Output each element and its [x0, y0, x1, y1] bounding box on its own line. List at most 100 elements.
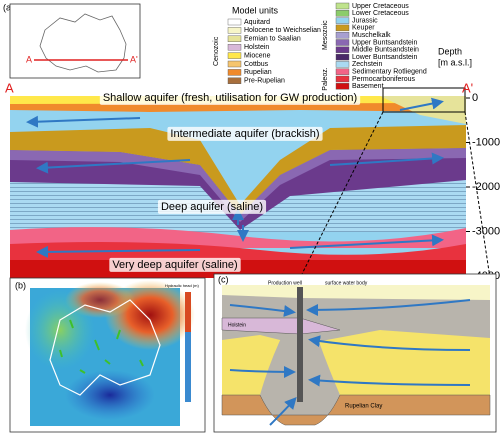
colorbar-title: Hydraulic head (m)	[165, 283, 199, 288]
aquifer-label: Deep aquifer (saline)	[161, 201, 263, 213]
zoom-box	[382, 87, 466, 113]
aquifer-label: Very deep aquifer (saline)	[112, 259, 237, 271]
layer-permocarb	[10, 242, 466, 262]
flow-arrow	[308, 374, 471, 387]
legend-label: Basement	[352, 83, 384, 90]
flow-arrow	[329, 152, 444, 166]
depth-title: Depth	[438, 46, 462, 56]
cross-section	[10, 87, 491, 279]
aquifer-label-bg	[157, 199, 267, 214]
legend-label: Permocarboniferous	[352, 76, 416, 83]
panel-label: (a)	[3, 2, 14, 12]
colorbar	[185, 292, 191, 332]
flow-arrow	[308, 335, 471, 351]
legend-label: Zechstein	[352, 61, 382, 68]
legend-label: Keuper	[352, 25, 375, 32]
legend-swatch	[335, 17, 350, 24]
heat-mid	[25, 290, 95, 370]
layer-zechstein	[10, 178, 466, 232]
legend-label: Lower Buntsandstein	[352, 54, 417, 61]
wells	[59, 319, 144, 374]
legend-swatch	[227, 27, 242, 34]
legend-title: Model units	[232, 5, 279, 15]
legend-swatch	[227, 44, 242, 51]
legend-swatch	[227, 60, 242, 68]
flow-arrow	[229, 304, 296, 317]
layer-upper-bunt	[10, 148, 466, 222]
layer-top	[222, 285, 490, 300]
well-label: Production well	[268, 280, 302, 286]
era-label: Cenozoic	[213, 36, 220, 66]
legend-label: Middle Buntsandstein	[352, 47, 419, 54]
flow-arrow	[36, 159, 191, 174]
legend-label: Aquitard	[244, 19, 270, 26]
era-label: Mesozoic	[322, 20, 329, 50]
depth-unit: [m a.s.l.]	[438, 57, 472, 67]
legend-swatch	[335, 46, 350, 53]
legend-label: Pre-Rupelian	[244, 78, 285, 85]
flow-arrow	[36, 245, 201, 258]
legend-swatch	[335, 24, 350, 32]
colorbar	[185, 292, 191, 402]
legend-label: Holstein	[244, 44, 269, 51]
depth-tick-label: 0	[472, 92, 478, 104]
layer-rupelian-clay	[221, 394, 491, 426]
flow-arrow	[26, 115, 141, 128]
well	[297, 287, 303, 402]
legend-label: Lower Cretaceous	[352, 10, 409, 17]
flow-arrow	[289, 234, 444, 249]
flow-arrow	[399, 97, 444, 111]
layer-keuper	[10, 125, 466, 215]
aquifer-labels: Shallow aquifer (fresh, utilisation for …	[99, 90, 361, 272]
legend-swatch	[335, 10, 350, 17]
layer-holstein	[221, 317, 341, 335]
legend-swatch	[335, 75, 350, 83]
legend-label: Eemian to Saalian	[244, 36, 301, 43]
map-start: A	[26, 54, 32, 64]
holstein-label: Holstein	[228, 322, 246, 328]
legend-swatch	[335, 2, 350, 10]
flow-arrow	[269, 397, 297, 426]
aquifer-label-bg	[109, 257, 241, 272]
aquifer-label: Shallow aquifer (fresh, utilisation for …	[103, 92, 357, 104]
panel-b: (b) Hydraulic head (m)	[9, 277, 206, 433]
city-outline	[49, 299, 161, 396]
depth-tick-label: -1000	[472, 136, 500, 148]
depth-tick-label: -3000	[472, 225, 500, 237]
depth-axis: 0-1000-2000-3000-4000	[466, 92, 500, 282]
aquifer-label-bg	[167, 126, 323, 141]
legend-swatch	[335, 83, 350, 90]
legend-label: Holocene to Weichselian	[244, 27, 321, 34]
surface-label: surface water body	[325, 280, 368, 286]
legend-swatch	[227, 69, 242, 76]
legend-label: Miocene	[244, 52, 271, 59]
flow-arrow	[306, 299, 471, 316]
legend-swatch	[227, 18, 242, 26]
layer-cretaceous	[380, 96, 466, 124]
map-end: A'	[130, 54, 138, 64]
legend-label: Upper Cretaceous	[352, 3, 409, 10]
layer-buntsandstein	[10, 148, 466, 230]
aquifer-label-bg	[99, 90, 361, 105]
legend-label: Upper Buntsandstein	[352, 39, 417, 46]
legend-swatch	[227, 77, 242, 85]
legend-swatch	[335, 39, 350, 46]
zoom-line	[464, 111, 491, 279]
legend-swatch	[335, 32, 350, 39]
zoom-line	[299, 111, 384, 279]
legend-swatch	[335, 53, 350, 61]
panel-label: (c)	[218, 274, 229, 284]
legend-label: Jurassic	[352, 17, 378, 24]
rupelian-label: Rupelian Clay	[345, 404, 382, 410]
map-outline	[39, 13, 127, 73]
panel-label: (b)	[15, 280, 26, 290]
era-label: Paleoz.	[322, 67, 329, 90]
flow-arrow	[229, 365, 296, 378]
section-start: A	[5, 80, 14, 95]
legend-swatch	[335, 68, 350, 75]
legend-label: Cottbus	[244, 61, 269, 68]
heat-low	[65, 370, 155, 420]
legend-swatch	[227, 52, 242, 59]
